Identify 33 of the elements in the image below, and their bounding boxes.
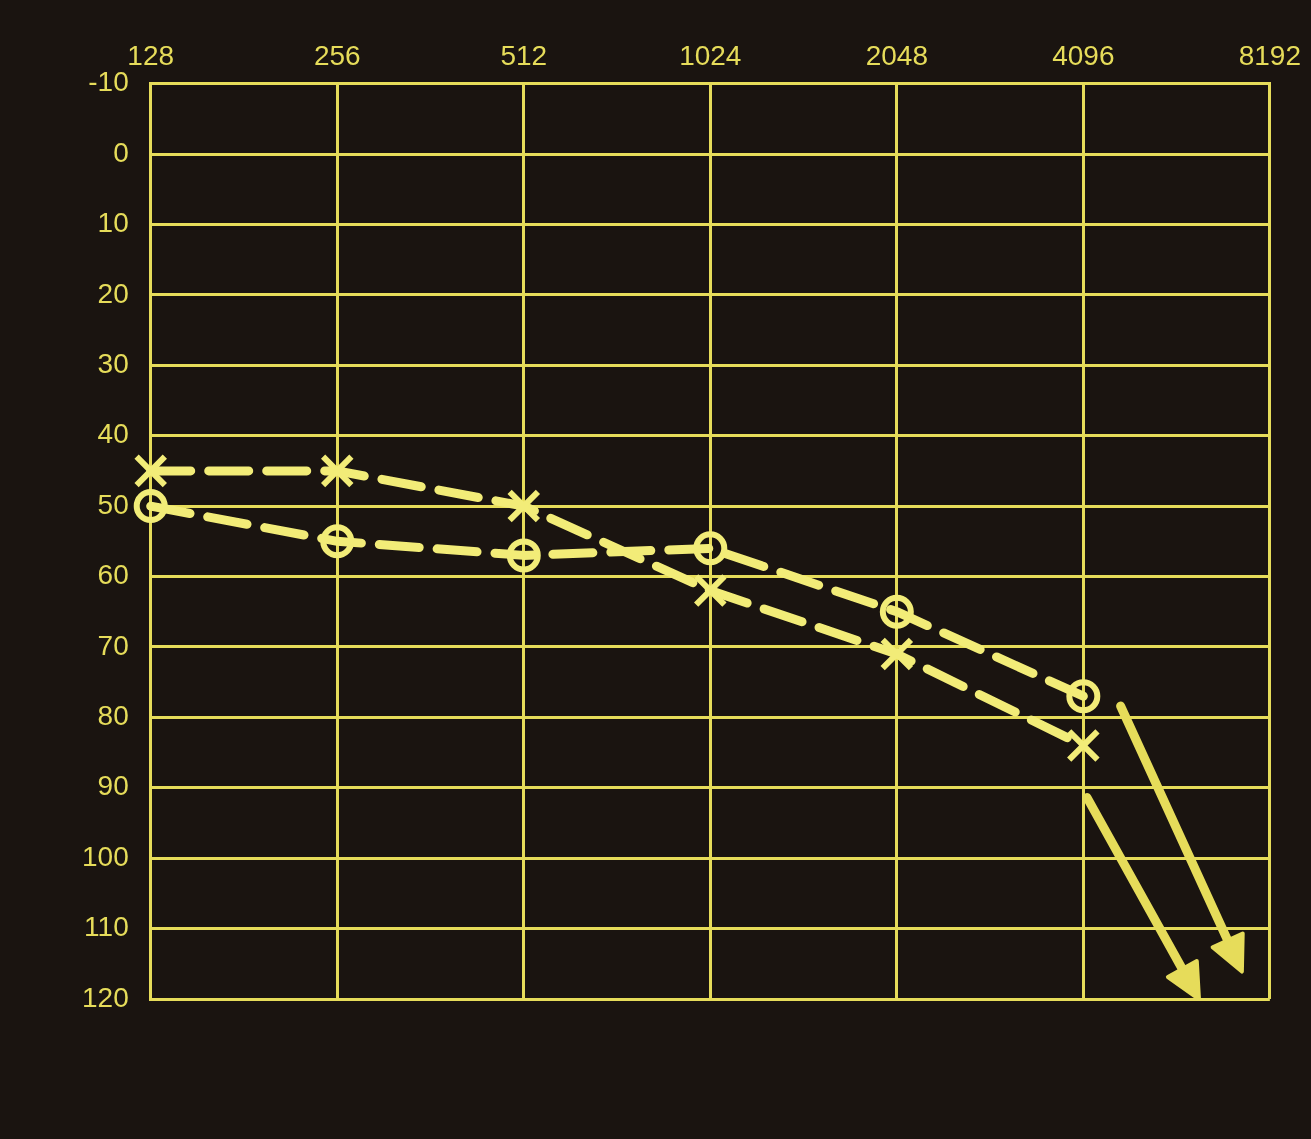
- x-tick-label: 256: [313, 39, 361, 71]
- y-tick-label: 70: [97, 629, 129, 661]
- y-tick-label: 60: [97, 559, 129, 591]
- x-tick-label: 1024: [679, 39, 742, 71]
- point: [1066, 728, 1101, 763]
- y-tick-label: -10: [88, 66, 129, 98]
- y-tick-label: 50: [97, 488, 129, 520]
- y-tick-label: 80: [97, 700, 129, 732]
- point: [693, 531, 728, 566]
- point: [320, 453, 355, 489]
- point: [506, 488, 541, 524]
- point: [133, 453, 168, 489]
- y-tick-label: 20: [97, 277, 129, 309]
- y-tick-label: 40: [97, 418, 129, 450]
- y-tick-label: 90: [97, 770, 129, 802]
- point: [879, 636, 914, 672]
- y-tick-label: 110: [84, 911, 129, 943]
- x-tick-label: 128: [127, 39, 175, 71]
- x-tick-label: 512: [500, 39, 548, 71]
- point: [506, 538, 541, 573]
- point: [133, 489, 168, 524]
- x-tick-label: 2048: [865, 39, 928, 71]
- x-tick-label: 4096: [1052, 39, 1115, 71]
- point: [693, 573, 728, 608]
- point: [320, 524, 355, 559]
- y-tick-label: 10: [97, 207, 129, 239]
- x-tick-label: 8192: [1238, 39, 1301, 71]
- point: [879, 594, 914, 629]
- y-tick-label: 30: [97, 347, 129, 379]
- y-tick-label: 120: [82, 981, 129, 1013]
- y-tick-label: 100: [82, 840, 129, 872]
- point: [1066, 679, 1101, 714]
- y-tick-label: 0: [113, 136, 129, 168]
